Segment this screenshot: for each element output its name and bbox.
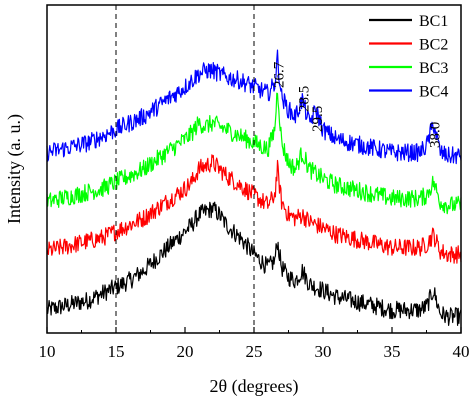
x-tick-label: 10 — [39, 342, 56, 361]
peak-annotation: 29.5 — [310, 106, 326, 132]
legend-label-bc2: BC2 — [419, 37, 448, 54]
legend-label-bc4: BC4 — [419, 84, 448, 101]
x-tick-label: 40 — [453, 342, 470, 361]
x-tick-label: 35 — [384, 342, 401, 361]
x-tick-label: 25 — [246, 342, 263, 361]
peak-annotation: 38.0 — [427, 122, 443, 148]
y-axis-title: Intensity (a. u.) — [4, 114, 25, 224]
peak-annotations: 26.7 28.529.5 38.0 — [272, 61, 444, 148]
x-tick-label: 15 — [108, 342, 125, 361]
reference-lines — [115, 5, 255, 333]
legend: BC1 BC2 BC3 BC4 — [369, 13, 448, 101]
x-tick-label: 20 — [177, 342, 194, 361]
x-tick-label: 30 — [315, 342, 332, 361]
x-axis-title: 2θ (degrees) — [209, 376, 298, 397]
axis-ticks: 10 15 20 25 30 35 40 — [39, 327, 470, 361]
peak-annotation: 26.7 — [272, 61, 288, 88]
legend-label-bc1: BC1 — [419, 13, 448, 30]
peak-annotation: 28.5 — [296, 86, 312, 112]
legend-label-bc3: BC3 — [419, 60, 448, 77]
